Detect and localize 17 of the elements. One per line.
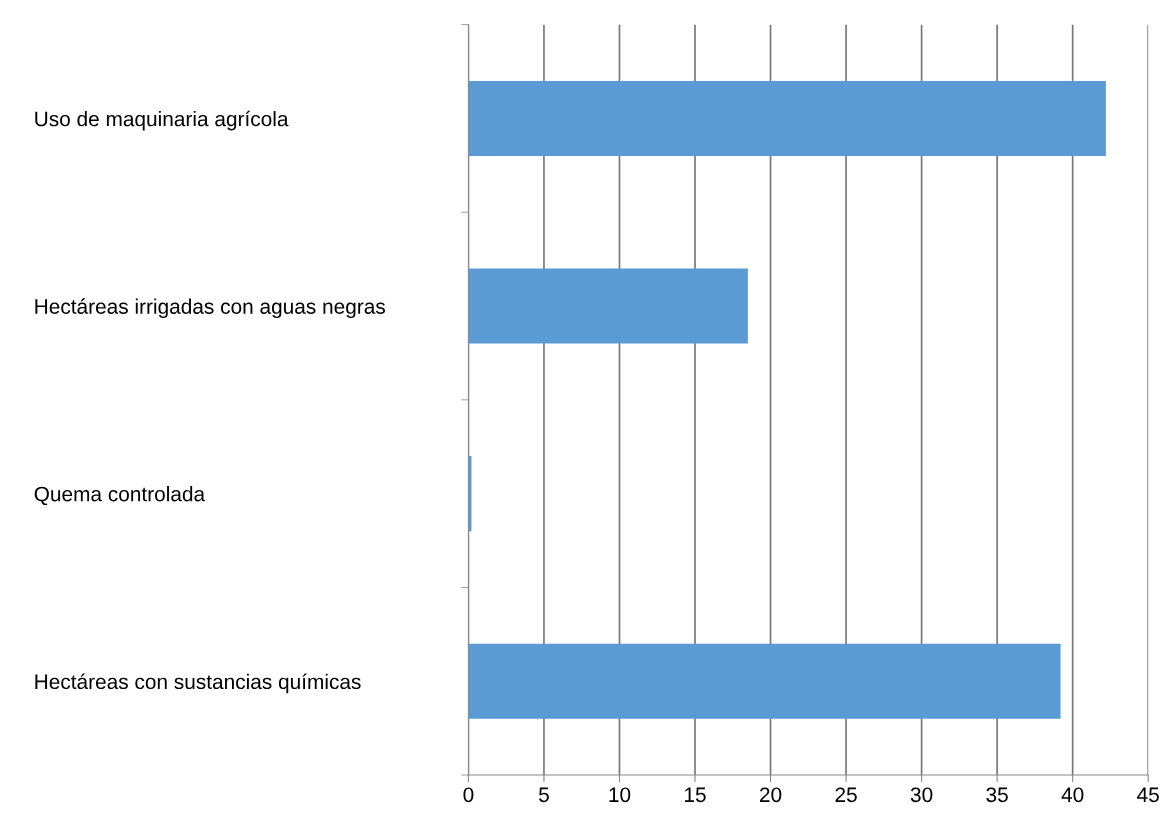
x-tick-label: 15 (685, 787, 706, 803)
x-tick-label: 40 (1061, 787, 1084, 803)
x-tick-label: 10 (609, 787, 631, 803)
bar (468, 268, 748, 344)
x-tick-label: 45 (1137, 787, 1159, 803)
x-tick-label: 0 (463, 787, 474, 803)
y-tick-label: Quema controlada (34, 486, 206, 506)
bar (468, 80, 1106, 156)
x-tick-label: 30 (910, 787, 933, 803)
y-tick-label: Hectáreas con sustancias químicas (35, 673, 361, 694)
x-tick-label: 20 (760, 787, 782, 803)
x-tick-label: 25 (835, 787, 857, 803)
bar (468, 643, 1061, 719)
x-tick-label: 5 (538, 787, 549, 803)
x-tick-label: 35 (986, 787, 1008, 803)
y-tick-label: Uso de maquinaria agrícola (35, 110, 289, 131)
y-tick-label: Hectáreas irrigadas con aguas negras (35, 298, 385, 319)
